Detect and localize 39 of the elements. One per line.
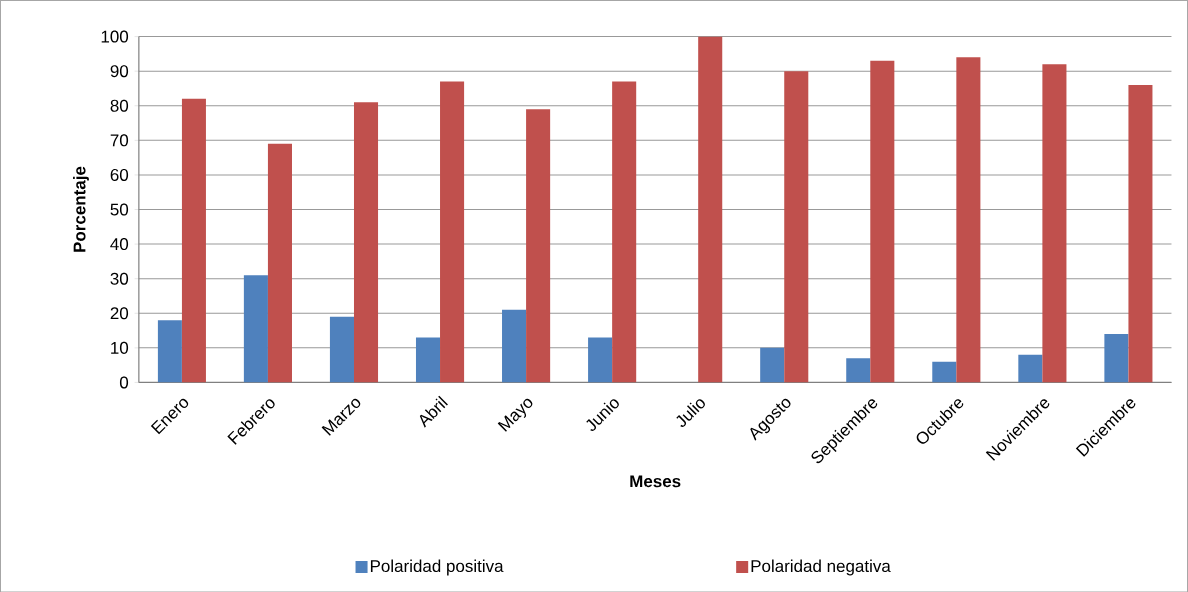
y-tick-label: 50 <box>110 203 129 216</box>
x-tick-label: Julio <box>676 399 705 427</box>
bar <box>1104 333 1129 383</box>
bar <box>243 275 268 383</box>
y-tick-label: 90 <box>110 64 129 77</box>
y-tick-label: 20 <box>110 307 129 320</box>
bar <box>353 102 379 383</box>
bar <box>932 361 957 383</box>
bar <box>1128 84 1153 383</box>
bar <box>956 57 981 383</box>
bar <box>415 337 441 383</box>
bar <box>157 319 182 383</box>
bar <box>760 347 785 383</box>
y-tick-label: 60 <box>110 168 129 181</box>
y-tick-label: 70 <box>110 134 129 147</box>
bar <box>784 70 809 383</box>
bar <box>502 309 527 383</box>
bar <box>698 36 723 383</box>
legend-label: Polaridad positiva <box>370 559 504 576</box>
x-axis-title: Meses <box>630 475 681 488</box>
bar <box>440 81 465 383</box>
bar <box>612 81 637 383</box>
y-tick-label: 80 <box>110 99 129 112</box>
bar <box>846 358 871 383</box>
legend-label: Polaridad negativa <box>751 559 891 576</box>
bar <box>181 98 206 383</box>
y-axis-title: Porcentaje <box>73 166 89 252</box>
bar <box>1042 64 1067 383</box>
bar <box>870 60 895 383</box>
y-tick-label: 30 <box>110 272 129 285</box>
bar <box>267 143 292 383</box>
bar <box>1018 354 1043 383</box>
bar <box>329 316 354 383</box>
y-tick-label: 0 <box>119 376 129 389</box>
y-tick-label: 10 <box>111 341 129 354</box>
y-tick-label: 100 <box>101 30 129 43</box>
bar <box>588 337 613 383</box>
y-tick-label: 40 <box>110 237 129 250</box>
bar <box>526 108 551 383</box>
